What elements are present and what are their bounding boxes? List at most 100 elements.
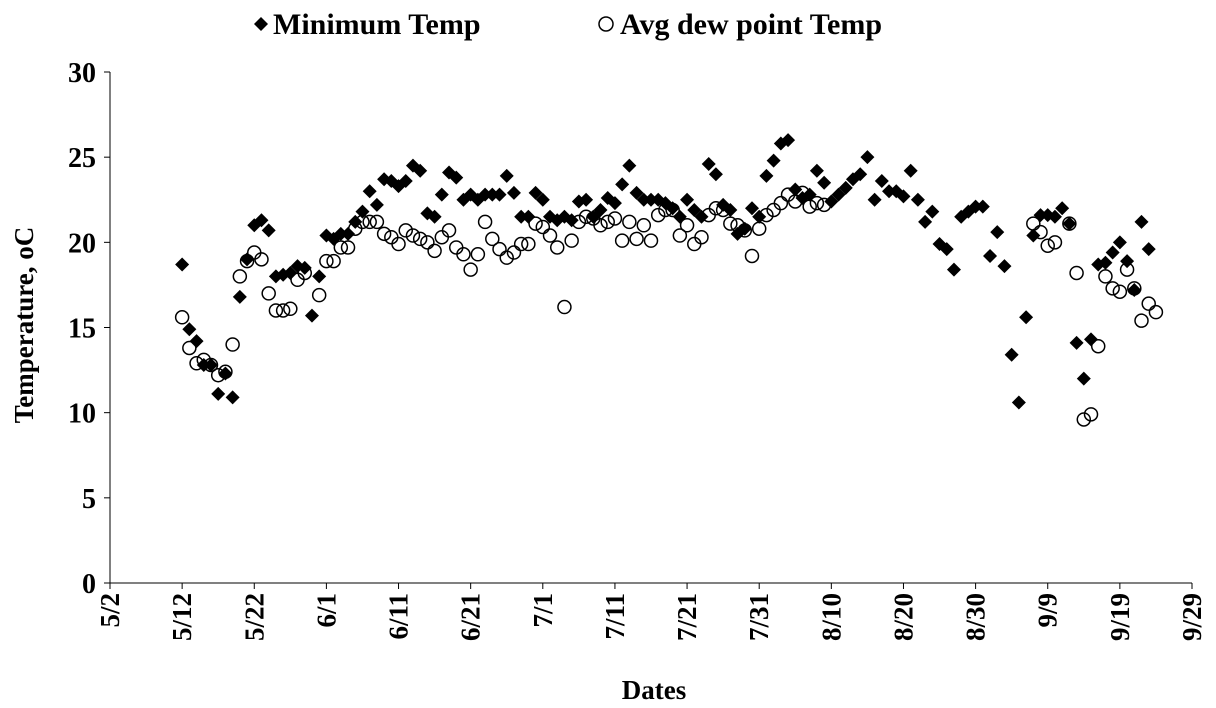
dew-point-point — [283, 301, 298, 317]
x-tick-label: 6/1 — [311, 593, 341, 628]
x-tick-label: 7/1 — [528, 593, 558, 628]
min-temp-point — [427, 209, 442, 224]
legend-marker-avg-dew-point-temp — [598, 16, 614, 32]
dew-point-point — [297, 265, 313, 281]
min-temp-point — [874, 174, 889, 189]
dew-point-point — [427, 243, 442, 259]
x-tick-label: 9/19 — [1105, 593, 1135, 641]
dew-point-point — [622, 214, 637, 230]
dew-point-point — [809, 195, 825, 211]
min-temp-point — [492, 187, 507, 202]
min-temp-point — [1105, 245, 1120, 260]
dew-point-point — [571, 214, 587, 230]
min-temp-point — [189, 334, 204, 349]
min-temp-point — [297, 260, 312, 275]
min-temp-point — [968, 199, 983, 214]
min-temp-point — [254, 213, 269, 228]
min-temp-point — [644, 192, 658, 207]
min-temp-point — [413, 163, 428, 178]
min-temp-point — [1134, 214, 1149, 229]
dew-point-point — [694, 229, 709, 245]
dew-point-point — [1033, 224, 1048, 240]
x-tick-label: 5/12 — [167, 593, 197, 641]
dew-point-point — [730, 218, 745, 233]
dew-point-point — [1040, 238, 1055, 253]
min-temp-point — [579, 192, 594, 207]
dew-point-point — [203, 357, 219, 373]
min-temp-point — [304, 308, 319, 323]
min-temp-point — [629, 185, 644, 200]
dew-point-point — [535, 219, 551, 235]
dew-point-point — [549, 240, 565, 255]
min-temp-point — [1084, 332, 1099, 347]
y-tick-label: 25 — [68, 143, 96, 174]
min-temp-point — [283, 265, 298, 280]
x-tick-label: 8/20 — [888, 593, 918, 641]
dew-point-point — [629, 231, 644, 247]
min-temp-point — [434, 187, 449, 202]
dew-point-point — [513, 236, 529, 252]
min-temp-point — [1062, 216, 1077, 231]
dew-point-point — [268, 303, 284, 318]
dew-point-point — [254, 252, 269, 267]
dew-point-point — [1127, 281, 1142, 296]
legend-label-avg-dew-point-temp: Avg dew point Temp — [620, 8, 882, 41]
min-temp-point — [1026, 228, 1041, 243]
dew-point-point — [340, 240, 356, 255]
min-temp-point — [232, 289, 247, 304]
dew-point-point — [448, 240, 464, 255]
min-temp-point — [680, 192, 695, 207]
min-temp-point — [203, 357, 218, 372]
dew-point-point — [463, 262, 478, 277]
x-tick-label: 7/21 — [672, 593, 702, 641]
min-temp-point — [369, 197, 384, 212]
dew-point-point — [737, 223, 753, 238]
dew-point-point — [333, 240, 349, 255]
min-temp-point — [182, 322, 197, 337]
min-temp-point — [918, 214, 933, 229]
min-temp-point — [903, 163, 918, 178]
dew-point-point — [1098, 269, 1113, 284]
data-marks — [174, 133, 1164, 427]
dew-point-point — [1119, 262, 1135, 277]
dew-point-point — [614, 233, 630, 248]
dew-point-point — [1105, 281, 1120, 296]
min-temp-point — [615, 177, 630, 192]
min-temp-point — [860, 150, 875, 165]
min-temp-point — [867, 192, 882, 207]
x-tick-label: 8/30 — [961, 593, 991, 641]
min-temp-point — [781, 133, 796, 148]
dew-point-point — [290, 272, 305, 288]
y-tick-label: 0 — [82, 569, 96, 600]
min-temp-point — [939, 242, 954, 257]
min-temp-point — [817, 175, 832, 190]
min-temp-point — [341, 226, 356, 241]
dew-point-point — [384, 229, 399, 245]
min-temp-point — [398, 174, 413, 189]
dew-point-point — [643, 233, 659, 248]
dew-point-point — [521, 236, 536, 252]
dew-point-point — [485, 231, 500, 247]
legend: Minimum Temp Avg dew point Temp — [254, 8, 882, 41]
y-tick-label: 10 — [68, 399, 96, 430]
min-temp-point — [211, 386, 226, 401]
min-temp-point — [485, 187, 500, 202]
min-temp-point — [1004, 347, 1019, 362]
dew-point-point — [1134, 313, 1149, 328]
min-temp-point — [521, 209, 536, 224]
dew-point-point — [795, 185, 810, 201]
dew-point-point — [773, 195, 789, 211]
min-temp-point — [882, 184, 897, 199]
dew-point-point — [751, 221, 767, 236]
dew-point-point — [1069, 265, 1084, 281]
dew-point-point — [434, 229, 450, 245]
dew-point-point — [225, 337, 240, 352]
min-temp-point — [1055, 201, 1070, 216]
dew-point-point — [355, 214, 370, 230]
dew-point-point — [275, 303, 291, 318]
dew-point-point — [477, 214, 493, 230]
dew-point-point — [672, 228, 688, 243]
min-temp-point — [261, 223, 276, 238]
dew-point-point — [218, 364, 233, 380]
x-tick-label: 9/29 — [1177, 593, 1207, 641]
